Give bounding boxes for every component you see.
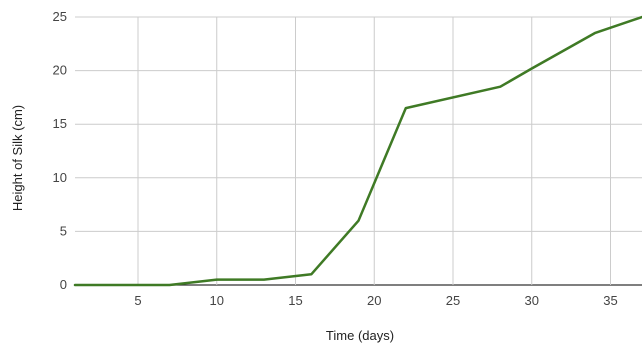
- x-tick-label: 15: [288, 293, 302, 308]
- y-tick-label: 0: [60, 277, 67, 292]
- y-tick-labels: 0 5 10 15 20 25: [53, 9, 67, 292]
- series-lines: [73, 15, 642, 287]
- x-tick-label: 35: [603, 293, 617, 308]
- y-tick-label: 25: [53, 9, 67, 24]
- x-tick-label: 25: [446, 293, 460, 308]
- series-line: [73, 15, 642, 287]
- gridlines: [75, 16, 642, 286]
- y-tick-label: 5: [60, 223, 67, 238]
- x-axis-title: Time (days): [326, 328, 394, 343]
- x-tick-labels: 5 10 15 20 25 30 35: [134, 293, 617, 308]
- x-tick-label: 30: [525, 293, 539, 308]
- x-tick-label: 20: [367, 293, 381, 308]
- x-tick-label: 10: [210, 293, 224, 308]
- y-axis-title: Height of Silk (cm): [10, 105, 25, 211]
- y-tick-label: 10: [53, 170, 67, 185]
- y-tick-label: 20: [53, 63, 67, 78]
- y-tick-label: 15: [53, 116, 67, 131]
- x-tick-label: 5: [134, 293, 141, 308]
